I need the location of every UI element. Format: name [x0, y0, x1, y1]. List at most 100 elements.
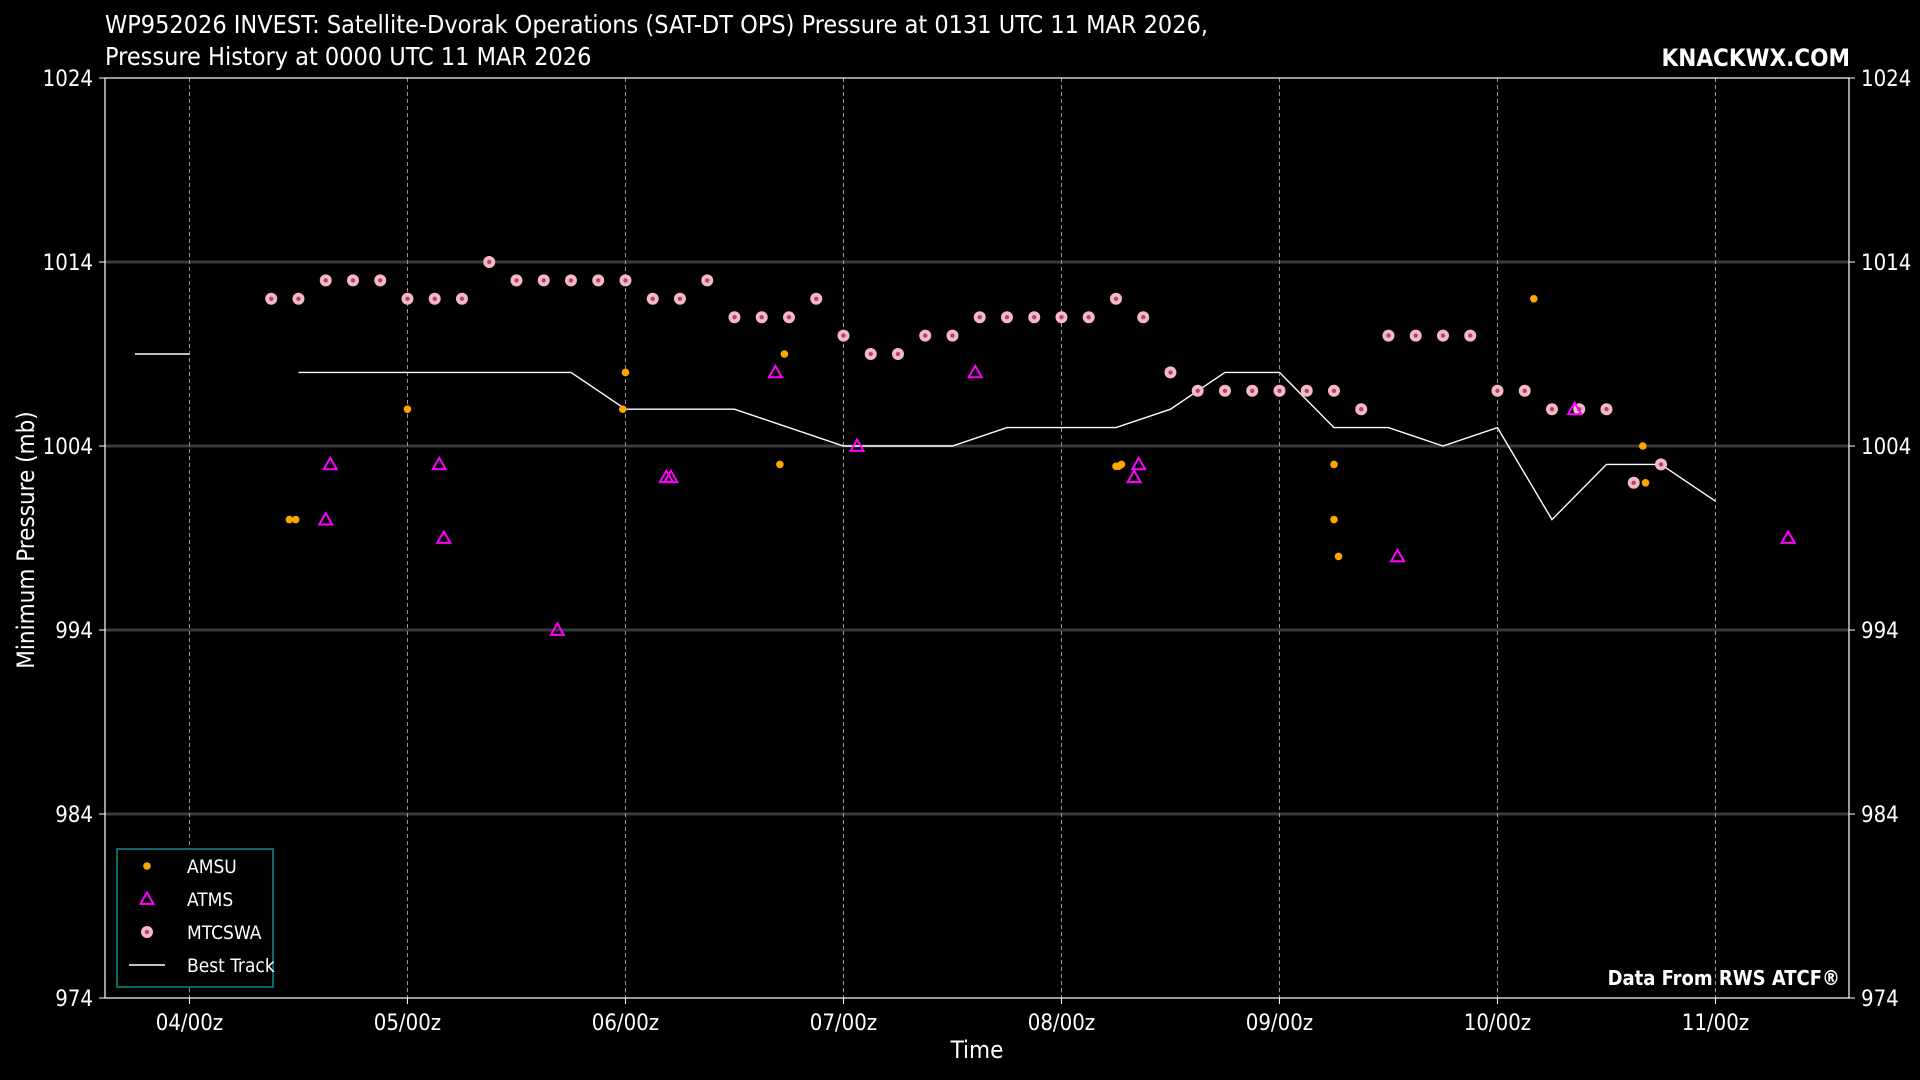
- mtcswa-marker-center: [623, 278, 628, 283]
- mtcswa-marker-center: [1195, 388, 1200, 393]
- atms-point: [966, 363, 984, 379]
- legend-label: AMSU: [187, 856, 237, 878]
- mtcswa-marker-center: [432, 296, 437, 301]
- mtcswa-marker-center: [1658, 462, 1664, 467]
- mtcswa-point: [701, 274, 714, 287]
- mtcswa-point: [1082, 311, 1095, 324]
- mtcswa-point: [374, 274, 387, 287]
- amsu-point: [1641, 479, 1650, 487]
- mtcswa-marker-center: [1222, 388, 1228, 393]
- y-tick-label-right: 1024: [1861, 67, 1911, 92]
- atms-point: [317, 511, 334, 526]
- mtcswa-marker-center: [895, 351, 901, 357]
- y-tick-label-left: 994: [55, 619, 93, 644]
- mtcswa-marker-center: [350, 278, 356, 283]
- mtcswa-marker-center: [1277, 388, 1282, 393]
- mtcswa-marker-center: [323, 278, 328, 283]
- mtcswa-point: [319, 274, 332, 287]
- legend-marker-atms: [138, 890, 156, 905]
- mtcswa-marker-center: [923, 333, 928, 338]
- amsu-point: [1639, 442, 1647, 450]
- data-credit: Data From RWS ATCF®: [1607, 966, 1840, 990]
- mtcswa-point: [810, 292, 823, 305]
- mtcswa-marker-center: [977, 315, 982, 320]
- atms-point: [1779, 529, 1797, 544]
- atms-point: [848, 437, 866, 452]
- mtcswa-point: [646, 292, 659, 305]
- mtcswa-marker-center: [759, 315, 764, 320]
- mtcswa-marker-center: [1141, 315, 1146, 320]
- mtcswa-point: [1164, 366, 1177, 379]
- mtcswa-point: [1109, 292, 1122, 305]
- x-tick-label: 07/00z: [810, 1011, 877, 1036]
- y-tick-label-left: 1004: [43, 435, 93, 460]
- mtcswa-point: [401, 292, 414, 305]
- mtcswa-point: [619, 274, 632, 287]
- atms-point: [1389, 547, 1406, 563]
- mtcswa-marker-center: [814, 296, 819, 301]
- legend-marker-mtcswa: [141, 926, 153, 938]
- series-layer: [134, 256, 1797, 636]
- mtcswa-marker-center: [1440, 333, 1446, 338]
- mtcswa-point: [1000, 311, 1013, 324]
- mtcswa-point: [973, 311, 986, 324]
- mtcswa-point: [891, 348, 904, 360]
- mtcswa-point: [455, 292, 468, 305]
- mtcswa-marker-center: [405, 296, 410, 301]
- amsu-point: [285, 515, 294, 524]
- y-tick-label-right: 1004: [1861, 435, 1911, 460]
- mtcswa-marker-center: [786, 315, 792, 320]
- mtcswa-marker-center: [1386, 333, 1391, 338]
- mtcswa-marker-center: [732, 315, 737, 320]
- mtcswa-point: [1600, 403, 1613, 416]
- atms-point: [322, 455, 339, 471]
- atms-point: [662, 468, 680, 484]
- mtcswa-marker-center: [296, 296, 301, 301]
- amsu-point: [780, 350, 789, 358]
- mtcswa-point: [483, 256, 496, 268]
- mtcswa-marker-center: [514, 278, 519, 283]
- mtcswa-marker-center: [841, 333, 846, 338]
- x-axis-label: Time: [950, 1036, 1004, 1064]
- mtcswa-marker-center: [487, 259, 492, 265]
- mtcswa-point: [428, 292, 441, 305]
- legend: AMSU ATMS MTCSWA Best Track: [116, 848, 275, 988]
- y-tick-label-right: 984: [1861, 803, 1899, 828]
- chart-title-line-1: WP952026 INVEST: Satellite-Dvorak Operat…: [105, 10, 1208, 39]
- mtcswa-point: [537, 274, 550, 287]
- atms-point: [1130, 455, 1147, 471]
- x-tick-label: 04/00z: [156, 1011, 223, 1036]
- mtcswa-marker-center: [1549, 407, 1555, 412]
- mtcswa-point: [1246, 384, 1259, 397]
- mtcswa-marker-center: [1522, 388, 1527, 393]
- mtcswa-marker-center: [1032, 315, 1037, 320]
- grid: [105, 78, 1849, 998]
- mtcswa-marker-center: [1168, 370, 1173, 375]
- amsu-point: [776, 460, 784, 469]
- x-tick-label: 06/00z: [592, 1011, 659, 1036]
- legend-box: [116, 848, 274, 988]
- mtcswa-marker-center: [378, 278, 383, 283]
- amsu-point: [291, 515, 300, 524]
- mtcswa-point: [946, 329, 959, 342]
- mtcswa-point: [1409, 329, 1422, 342]
- amsu-point: [1530, 295, 1538, 303]
- mtcswa-point: [564, 274, 577, 287]
- mtcswa-marker-center: [269, 296, 274, 301]
- best-track-line: [298, 371, 1716, 521]
- mtcswa-point: [1300, 384, 1313, 397]
- x-tick-label: 08/00z: [1028, 1011, 1095, 1036]
- y-axis-label: Minimum Pressure (mb): [12, 411, 40, 668]
- y-tick-label-right: 974: [1861, 987, 1899, 1012]
- y-tick-label-left: 984: [55, 803, 93, 828]
- mtcswa-point: [1382, 329, 1395, 342]
- mtcswa-point: [755, 311, 768, 324]
- atms-point: [1566, 400, 1583, 416]
- mtcswa-point: [346, 274, 359, 287]
- mtcswa-point: [1355, 403, 1368, 416]
- plot-frame: [104, 77, 1850, 999]
- y-tick-label-right: 1014: [1861, 251, 1911, 276]
- mtcswa-point: [837, 329, 850, 342]
- mtcswa-marker-center: [1113, 296, 1119, 301]
- mtcswa-marker-center: [1604, 407, 1609, 412]
